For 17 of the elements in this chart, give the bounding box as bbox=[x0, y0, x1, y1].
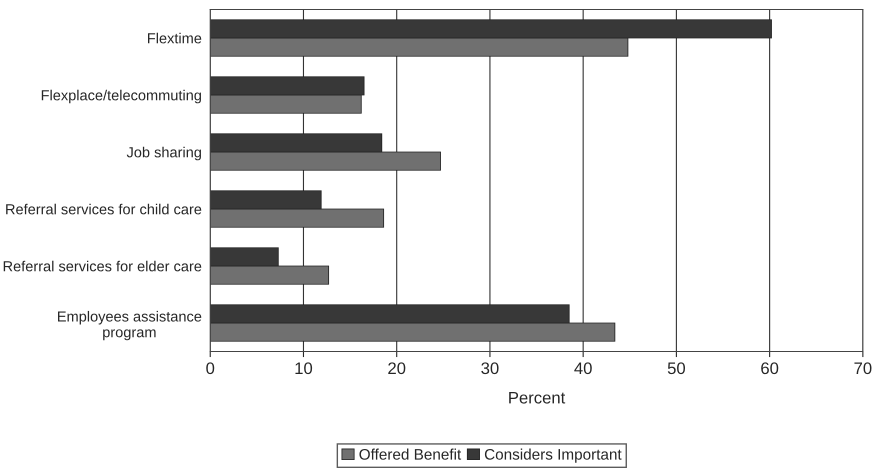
x-axis-title: Percent bbox=[509, 392, 566, 404]
x-tick-label: 0 bbox=[206, 362, 214, 374]
y-tick-label: Job sharing bbox=[126, 146, 201, 160]
y-tick-label: Flexplace/telecommuting bbox=[42, 90, 201, 104]
x-tick-label: 60 bbox=[761, 362, 778, 374]
y-tick-label: Employees assistance program bbox=[58, 310, 202, 340]
x-tick-label: 40 bbox=[574, 362, 592, 374]
y-tick-label: Referral services for child care bbox=[6, 204, 202, 214]
y-tick-label: Referral services for elder care bbox=[4, 260, 202, 272]
x-tick-label: 10 bbox=[295, 362, 312, 374]
x-tick-label: 50 bbox=[668, 362, 686, 374]
x-tick-label: 70 bbox=[854, 362, 872, 374]
legend-label: Offered Benefit bbox=[359, 448, 462, 460]
legend-label: Considers Important bbox=[484, 448, 622, 463]
x-tick-label: 20 bbox=[388, 362, 406, 374]
x-tick-label: 30 bbox=[481, 362, 499, 374]
y-tick-label: Flextime bbox=[148, 32, 202, 44]
